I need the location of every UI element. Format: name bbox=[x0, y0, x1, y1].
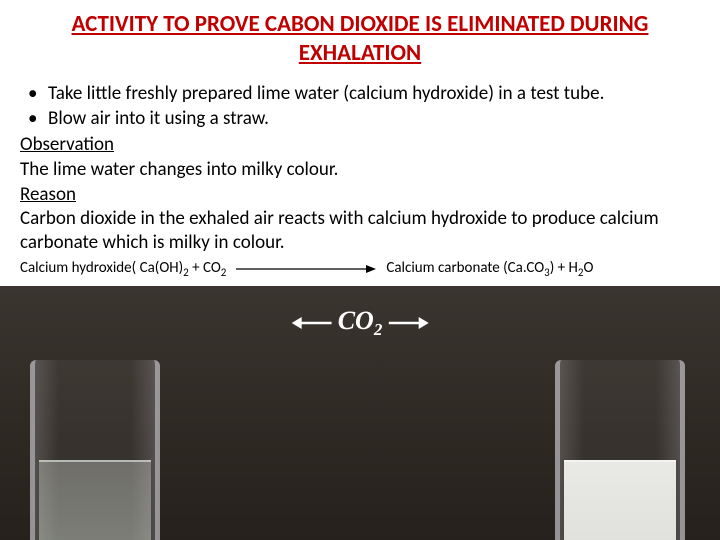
co2-text: CO2 bbox=[338, 306, 383, 340]
liquid-milky bbox=[564, 460, 676, 540]
eq-text: ) + H bbox=[550, 259, 578, 277]
eq-text: Calcium carbonate (Ca.CO bbox=[386, 259, 544, 277]
liquid-clear bbox=[39, 460, 151, 540]
observation-text: The lime water changes into milky colour… bbox=[20, 158, 700, 182]
arrow-right-icon bbox=[388, 313, 428, 333]
equation-right: Calcium carbonate (Ca.CO3) + H2O bbox=[386, 259, 593, 280]
arrow-icon bbox=[236, 263, 376, 275]
eq-text: Calcium hydroxide( Ca(OH) bbox=[20, 259, 183, 277]
eq-sub: 2 bbox=[221, 266, 227, 279]
co2-label-text: CO bbox=[338, 306, 374, 335]
test-tube-milky bbox=[555, 360, 685, 540]
test-tube-clear bbox=[30, 360, 160, 540]
bullet-item: Take little freshly prepared lime water … bbox=[48, 82, 700, 106]
bullet-list: Take little freshly prepared lime water … bbox=[20, 82, 700, 132]
slide-content: Take little freshly prepared lime water … bbox=[20, 82, 700, 280]
reason-text: Carbon dioxide in the exhaled air reacts… bbox=[20, 207, 700, 255]
eq-text: O bbox=[583, 259, 593, 277]
arrow-left-icon bbox=[292, 313, 332, 333]
co2-label-sub: 2 bbox=[374, 320, 383, 339]
chemical-equation: Calcium hydroxide( Ca(OH)2 + CO2 Calcium… bbox=[20, 259, 700, 280]
co2-arrow-label: CO2 bbox=[292, 306, 429, 340]
experiment-photo: CO2 bbox=[0, 286, 720, 540]
slide: ACTIVITY TO PROVE CABON DIOXIDE IS ELIMI… bbox=[0, 0, 720, 540]
bullet-item: Blow air into it using a straw. bbox=[48, 107, 700, 131]
slide-title: ACTIVITY TO PROVE CABON DIOXIDE IS ELIMI… bbox=[20, 10, 700, 68]
equation-left: Calcium hydroxide( Ca(OH)2 + CO2 bbox=[20, 259, 226, 280]
reason-heading: Reason bbox=[20, 183, 700, 207]
eq-text: + CO bbox=[189, 259, 221, 277]
observation-heading: Observation bbox=[20, 133, 700, 157]
